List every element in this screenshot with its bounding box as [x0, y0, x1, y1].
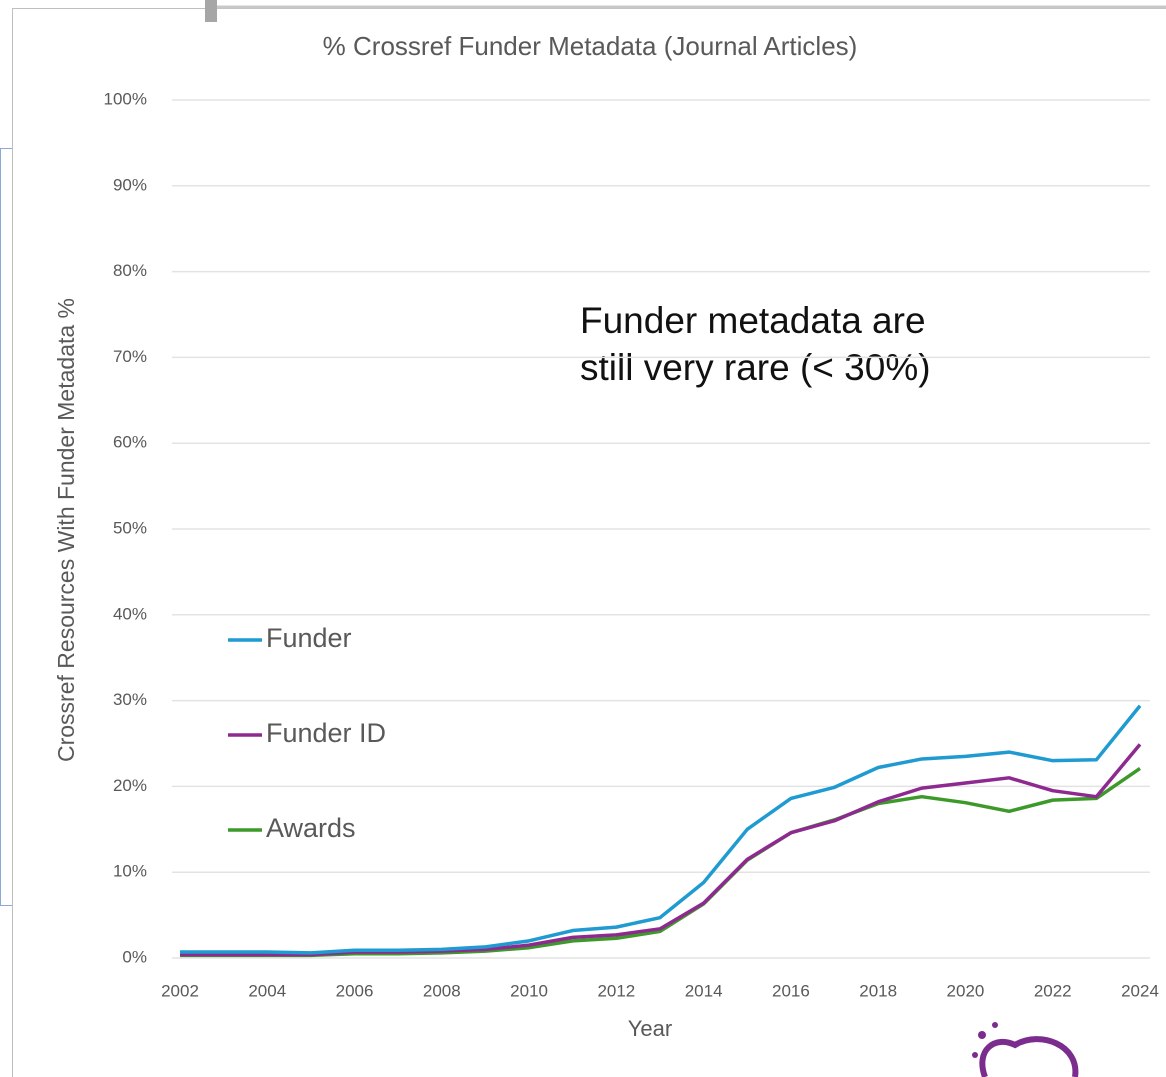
series-line — [180, 743, 1142, 957]
y-tick-label: 70% — [113, 347, 147, 366]
chart-frame — [12, 8, 1166, 1077]
legend-label: Awards — [266, 813, 356, 843]
y-tick-label: 0% — [122, 947, 147, 966]
x-tick-label: 2018 — [859, 981, 897, 1000]
y-axis-label: Crossref Resources With Funder Metadata … — [53, 298, 79, 762]
y-tick-label: 100% — [104, 89, 147, 108]
y-tick-label: 80% — [113, 261, 147, 280]
x-tick-label: 2010 — [510, 981, 548, 1000]
y-tick-label: 30% — [113, 690, 147, 709]
y-tick-label: 50% — [113, 518, 147, 537]
y-tick-label: 60% — [113, 433, 147, 452]
series-line — [180, 704, 1142, 955]
y-tick-label: 20% — [113, 776, 147, 795]
x-tick-label: 2008 — [423, 981, 461, 1000]
y-tick-label: 10% — [113, 862, 147, 881]
x-axis-label: Year — [628, 1016, 672, 1041]
x-tick-label: 2006 — [336, 981, 374, 1000]
x-tick-label: 2020 — [947, 981, 985, 1000]
side-panel — [0, 148, 13, 906]
chart-title: % Crossref Funder Metadata (Journal Arti… — [323, 31, 858, 61]
annotation: Funder metadata are — [580, 300, 926, 341]
x-tick-label: 2004 — [248, 981, 286, 1000]
y-tick-label: 90% — [113, 175, 147, 194]
legend-label: Funder — [266, 623, 352, 653]
x-tick-label: 2012 — [597, 981, 635, 1000]
x-tick-label: 2024 — [1121, 981, 1159, 1000]
legend-label: Funder ID — [266, 718, 386, 748]
decoration — [205, 0, 217, 22]
logo — [972, 1022, 1079, 1077]
x-tick-label: 2016 — [772, 981, 810, 1000]
x-tick-label: 2022 — [1034, 981, 1072, 1000]
y-tick-label: 40% — [113, 604, 147, 623]
x-tick-label: 2014 — [685, 981, 723, 1000]
annotation: still very rare (< 30%) — [580, 347, 931, 388]
x-tick-label: 2002 — [161, 981, 199, 1000]
